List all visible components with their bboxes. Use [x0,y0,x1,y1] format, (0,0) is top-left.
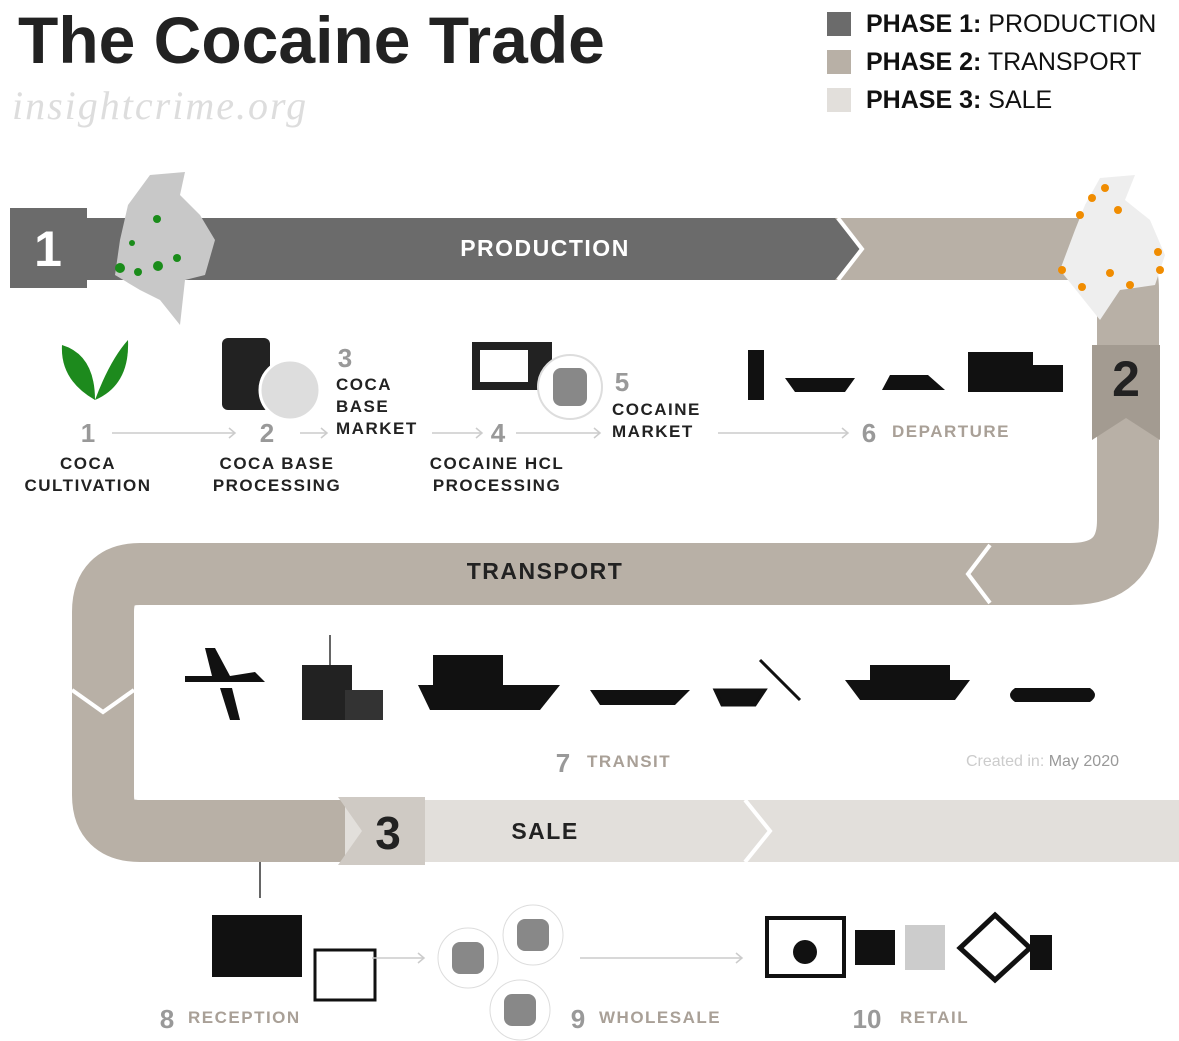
icons [61,338,1095,1041]
phase-number: 3 [375,807,401,859]
label-line: COCAINE [612,400,701,419]
phase-label: SALE [511,818,579,844]
map [115,172,215,325]
phase-label: TRANSPORT [466,558,624,584]
chevron [70,688,136,715]
step-label: COCA CULTIVATION [25,453,152,497]
step-label: DEPARTURE [892,421,1010,443]
phase-label: PRODUCTION [460,235,630,261]
phase-badge [10,208,87,288]
legend-item: PHASE 1: PRODUCTION [866,10,1157,38]
legend-item: PHASE 2: TRANSPORT [866,48,1142,76]
step-number: 6 [861,418,877,448]
step-number: 1 [80,418,96,448]
label-line: PROCESSING [212,476,342,495]
sale-band [345,800,1179,862]
source: insightcrime.org [12,83,309,128]
chevron [836,216,865,282]
label-line: COCA BASE [219,454,335,473]
label-line: COCAINE HCL [429,454,565,473]
step-number: 2 [259,418,275,448]
step-label: RECEPTION [188,1007,301,1029]
phase-badge [338,797,425,865]
label-line: RECEPTION [188,1008,301,1027]
step-label: COCA BASE MARKET [336,374,418,440]
arrows [112,427,850,964]
step-label: TRANSIT [587,751,671,773]
label-line: BASE [336,397,390,416]
production-band [85,218,860,280]
phase-number: 2 [1112,351,1140,407]
legend-item: PHASE 3: SALE [866,86,1053,114]
map-dots [115,215,181,276]
legend-swatches [827,12,851,112]
step-label: RETAIL [900,1007,969,1029]
label-line: MARKET [612,422,694,441]
map [1060,175,1165,320]
label-line: WHOLESALE [599,1008,722,1027]
step-number: 3 [337,343,353,373]
step-number: 7 [555,748,571,778]
step-label: COCAINE HCL PROCESSING [430,453,565,497]
label-line: PROCESSING [432,476,562,495]
transport-band [72,218,1159,862]
step-number: 4 [490,418,506,448]
phase-badge [1092,345,1160,440]
chevron [965,543,992,605]
step-number: 10 [852,1004,882,1034]
step-number: 8 [159,1004,175,1034]
step-number: 9 [570,1004,586,1034]
chevron [743,798,773,864]
label-line: DEPARTURE [892,422,1011,441]
label-line: MARKET [336,419,418,438]
phase-number: 1 [34,221,62,277]
label-line: COCA [336,375,393,394]
label-line: TRANSIT [587,752,672,771]
label-line: CULTIVATION [24,476,152,495]
step-label: WHOLESALE [599,1007,721,1029]
label-line: RETAIL [900,1008,970,1027]
step-number: 5 [614,367,630,397]
step-label: COCAINE MARKET [612,399,701,443]
map-dots [1058,184,1164,291]
created: Created in: May 2020 [966,753,1119,770]
title: The Cocaine Trade [18,3,605,77]
label-line: COCA [59,454,117,473]
step-label: COCA BASE PROCESSING [213,453,341,497]
